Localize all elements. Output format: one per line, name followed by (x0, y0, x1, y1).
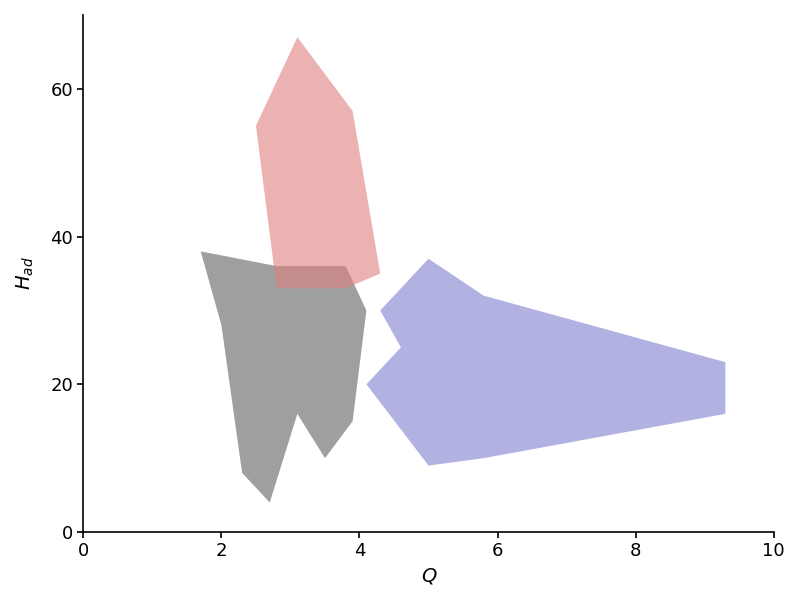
Polygon shape (201, 251, 366, 502)
Polygon shape (256, 37, 380, 288)
X-axis label: Q: Q (421, 566, 436, 585)
Polygon shape (366, 259, 726, 466)
Y-axis label: $H_{ad}$: $H_{ad}$ (15, 257, 36, 290)
